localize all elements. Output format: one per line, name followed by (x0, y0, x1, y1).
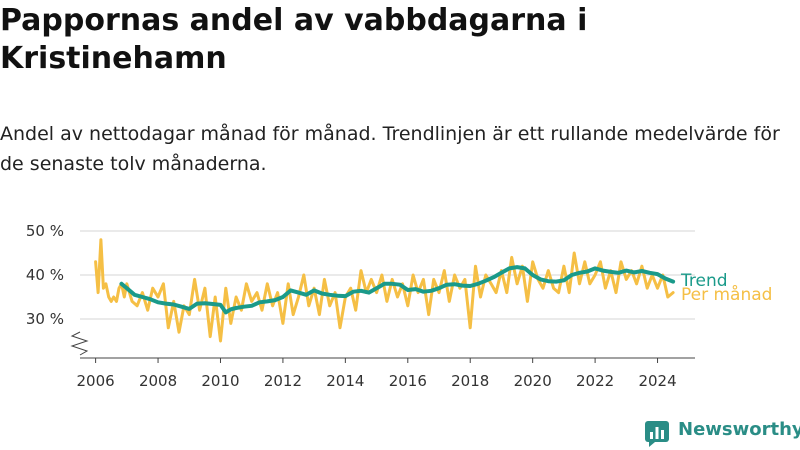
x-tick-label: 2014 (326, 372, 364, 390)
x-tick-label: 2018 (451, 372, 489, 390)
x-tick-label: 2020 (514, 372, 552, 390)
x-tick-label: 2010 (201, 372, 239, 390)
x-tick-label: 2022 (576, 372, 614, 390)
axis-break-icon (70, 331, 89, 356)
y-tick-label: 50 % (26, 222, 64, 240)
x-tick-label: 2024 (638, 372, 676, 390)
x-tick-label: 2016 (389, 372, 427, 390)
x-tick-label: 2006 (77, 372, 115, 390)
y-tick-label: 40 % (26, 266, 64, 284)
chart-title: Pappornas andel av vabbdagarna i Kristin… (0, 3, 588, 76)
x-tick-label: 2008 (139, 372, 177, 390)
chart-subtitle: Andel av nettodagar månad för månad. Tre… (0, 123, 780, 175)
series-label-per-manad: Per månad (681, 284, 772, 305)
y-tick-label: 30 % (26, 310, 64, 328)
series-label-trend: Trend (680, 271, 728, 291)
series-line-per-manad (94, 238, 675, 343)
series-line-trend (119, 265, 676, 315)
newsworthy-logo-icon (645, 421, 669, 447)
x-tick-label: 2012 (264, 372, 302, 390)
series-layer (94, 238, 676, 343)
axes: 30 % 40 % 50 % 2006 2008 2010 2012 2014 2016 2018… (26, 222, 695, 390)
brand-name: Newsworthy (678, 419, 800, 440)
